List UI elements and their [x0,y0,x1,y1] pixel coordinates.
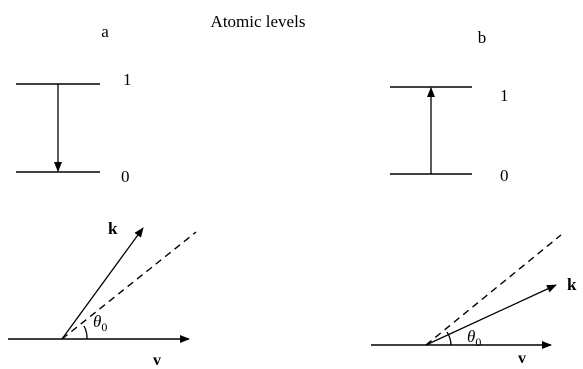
panel-a-upper-level-label: 1 [123,70,132,89]
panel-b-angle-subscript: 0 [475,335,481,349]
panel-b-reference-direction [425,234,562,346]
panel-a-vectors: k v θ0 [8,219,197,369]
panel-a-angle-arc [83,325,88,340]
panel-a-angle-label: θ0 [93,312,107,334]
panel-a-angle-subscript: 0 [101,320,107,334]
panel-b-vectors: k v θ0 [371,234,577,367]
panel-a-label: a [101,22,109,41]
panel-b-wave-vector-label: k [567,275,577,294]
panel-a-wave-vector-arrow [61,227,144,340]
panel-a-velocity-label: v [153,352,161,369]
diagram-title: Atomic levels [211,12,306,31]
panel-a-lower-level-label: 0 [121,167,130,186]
panel-a-angle-symbol: θ [93,312,101,331]
panel-b-energy-levels: 1 0 [390,86,509,185]
panel-b-velocity-label: v [518,350,526,367]
panel-b-upper-level-label: 1 [500,86,509,105]
panel-b-angle-arc [446,331,452,346]
panel-a-energy-levels: 1 0 [16,70,132,186]
panel-a-reference-direction [61,231,197,340]
panel-b-angle-label: θ0 [467,327,481,349]
panel-b-angle-symbol: θ [467,327,475,346]
panel-b-label: b [478,28,487,47]
panel-a-wave-vector-label: k [108,219,118,238]
panel-b-wave-vector-arrow [425,284,557,346]
panel-b-lower-level-label: 0 [500,166,509,185]
